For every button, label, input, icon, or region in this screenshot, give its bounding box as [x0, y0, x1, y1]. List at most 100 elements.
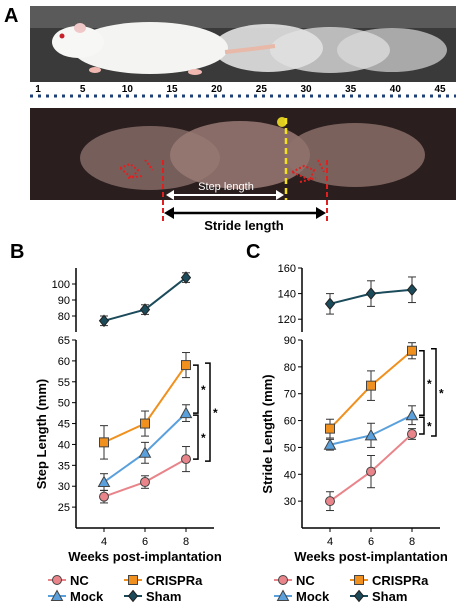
- x-axis-title: Weeks post-implantation: [294, 549, 448, 564]
- y-tick-label: 35: [58, 460, 70, 472]
- y-tick-label: 90: [284, 335, 296, 347]
- y-tick-label: 120: [278, 314, 296, 326]
- significance-bracket: [419, 416, 425, 435]
- panel-c-letter: C: [246, 241, 260, 263]
- y-tick-label: 45: [58, 419, 70, 431]
- legend-marker: [128, 575, 138, 585]
- significance-bracket: [193, 414, 199, 460]
- x-tick-label: 6: [368, 536, 374, 548]
- x-axis-title: Weeks post-implantation: [68, 549, 222, 564]
- legend-label: CRISPRa: [372, 573, 429, 588]
- ruler-label: 45: [434, 84, 446, 95]
- data-point: [140, 418, 150, 429]
- data-point: [407, 345, 417, 356]
- y-tick-label: 60: [284, 416, 296, 428]
- y-tick-label: 80: [284, 362, 296, 374]
- ruler-label: 1: [35, 84, 41, 95]
- data-point: [406, 283, 418, 297]
- ruler-label: 30: [300, 84, 312, 95]
- significance-marker: *: [439, 386, 444, 400]
- legend-marker: [52, 575, 62, 585]
- data-point: [138, 446, 152, 458]
- significance-bracket: [419, 349, 425, 416]
- y-tick-label: 30: [58, 481, 70, 493]
- x-tick-label: 8: [409, 536, 415, 548]
- significance-marker: *: [201, 431, 206, 445]
- y-tick-label: 65: [58, 335, 70, 347]
- legend-marker: [276, 589, 290, 601]
- legend-label: Mock: [70, 589, 104, 604]
- legend-marker: [50, 589, 64, 601]
- ruler-label: 20: [211, 84, 223, 95]
- footprint-photo: [30, 108, 456, 222]
- y-axis-title: Step Length (mm): [34, 379, 49, 490]
- ruler-label: 15: [166, 84, 178, 95]
- legend-label: Mock: [296, 589, 330, 604]
- data-point: [366, 466, 376, 477]
- data-point: [180, 271, 192, 284]
- stride-length-annotation: Stride length: [164, 207, 326, 233]
- x-tick-label: 4: [101, 536, 107, 548]
- step-length-label: Step length: [198, 181, 254, 193]
- ruler-label: 40: [390, 84, 402, 95]
- significance-marker: *: [201, 383, 206, 397]
- data-point: [364, 428, 378, 441]
- y-tick-label: 160: [278, 263, 296, 275]
- data-point: [407, 429, 417, 439]
- y-tick-label: 80: [58, 311, 70, 323]
- significance-bracket: [193, 364, 199, 414]
- x-tick-label: 8: [183, 536, 189, 548]
- y-tick-label: 40: [284, 469, 296, 481]
- panel-b-letter: B: [10, 241, 24, 263]
- y-tick-label: 70: [284, 389, 296, 401]
- data-point: [325, 496, 335, 507]
- legend-label: Sham: [146, 589, 181, 604]
- significance-marker: *: [427, 377, 432, 391]
- data-point: [405, 408, 419, 421]
- legend-label: NC: [70, 573, 89, 588]
- legend: NC CRISPRa Mock Sham: [48, 573, 203, 604]
- data-point: [181, 360, 191, 371]
- stride-length-label: Stride length: [204, 218, 284, 233]
- y-tick-label: 25: [58, 502, 70, 514]
- ruler: 1 5 10 15 20 25 30 35 40 45: [30, 84, 456, 98]
- y-tick-label: 55: [58, 377, 70, 389]
- y-tick-label: 60: [58, 356, 70, 368]
- x-tick-label: 4: [327, 536, 333, 548]
- data-point: [179, 406, 193, 419]
- legend-marker: [354, 575, 364, 585]
- y-tick-label: 90: [58, 295, 70, 307]
- data-point: [323, 438, 337, 450]
- step-length-annotation: Step length: [166, 181, 284, 200]
- y-tick-label: 100: [52, 279, 70, 291]
- data-point: [325, 423, 335, 434]
- significance-marker: *: [427, 420, 432, 434]
- y-tick-label: 50: [284, 442, 296, 454]
- legend-marker: [353, 589, 365, 603]
- y-tick-label: 40: [58, 439, 70, 451]
- significance-bracket: [205, 362, 211, 462]
- data-point: [324, 297, 336, 311]
- data-point: [97, 475, 111, 488]
- legend-marker: [278, 575, 288, 585]
- data-point: [98, 314, 110, 328]
- legend: NC CRISPRa Mock Sham: [274, 573, 429, 604]
- data-point: [140, 477, 150, 488]
- ruler-label: 10: [122, 84, 134, 95]
- legend-label: NC: [296, 573, 315, 588]
- data-point: [99, 491, 109, 502]
- y-tick-label: 140: [278, 289, 296, 301]
- rat-photo-top: [30, 6, 456, 82]
- data-point: [366, 380, 376, 391]
- legend-marker: [127, 589, 139, 603]
- ruler-label: 35: [345, 84, 357, 95]
- x-tick-label: 6: [142, 536, 148, 548]
- significance-marker: *: [213, 406, 218, 420]
- legend-label: CRISPRa: [146, 573, 203, 588]
- panel-a-letter: A: [4, 5, 18, 27]
- significance-bracket: [431, 347, 437, 437]
- data-point: [365, 287, 377, 300]
